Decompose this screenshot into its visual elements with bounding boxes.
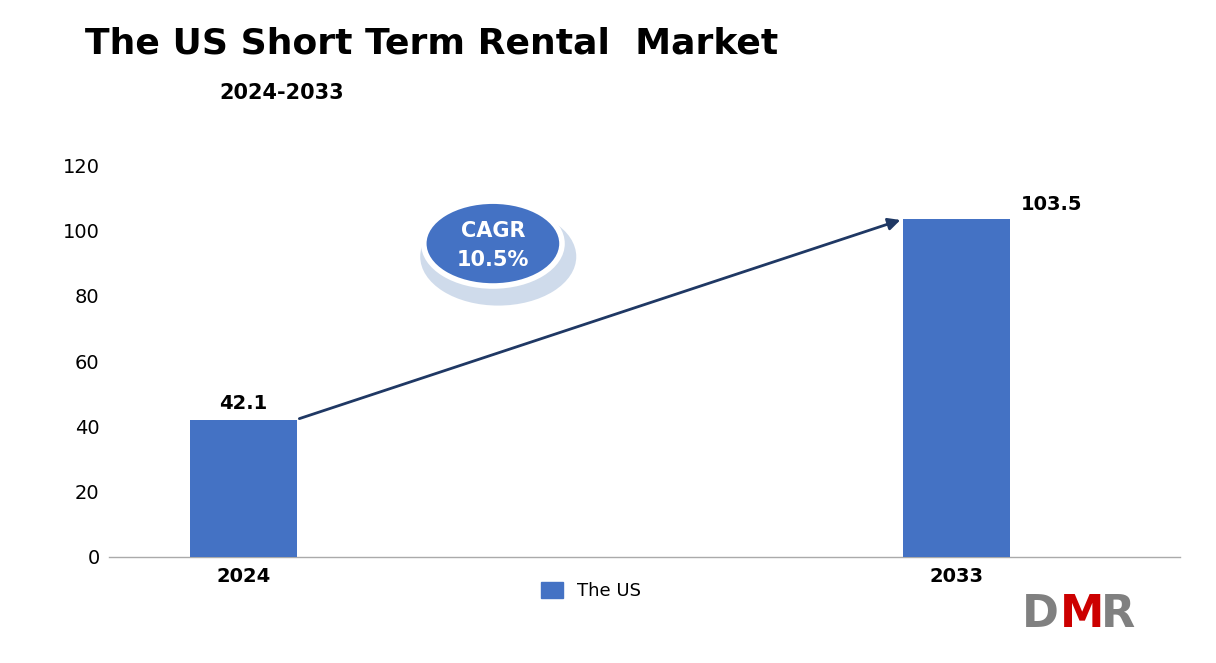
- Ellipse shape: [421, 208, 576, 306]
- Text: 10.5%: 10.5%: [457, 250, 529, 270]
- Ellipse shape: [415, 195, 572, 292]
- Text: 42.1: 42.1: [219, 394, 268, 413]
- Text: 2024-2033: 2024-2033: [219, 83, 343, 103]
- Text: D: D: [1021, 593, 1058, 636]
- Legend: The US: The US: [534, 575, 648, 607]
- Ellipse shape: [424, 201, 562, 286]
- Text: 103.5: 103.5: [1020, 195, 1082, 214]
- Text: M: M: [1060, 593, 1104, 636]
- Text: CAGR: CAGR: [461, 221, 525, 241]
- Bar: [190, 420, 297, 557]
- Text: R: R: [1100, 593, 1135, 636]
- Text: The US Short Term Rental  Market: The US Short Term Rental Market: [85, 27, 778, 60]
- Bar: [903, 219, 1010, 557]
